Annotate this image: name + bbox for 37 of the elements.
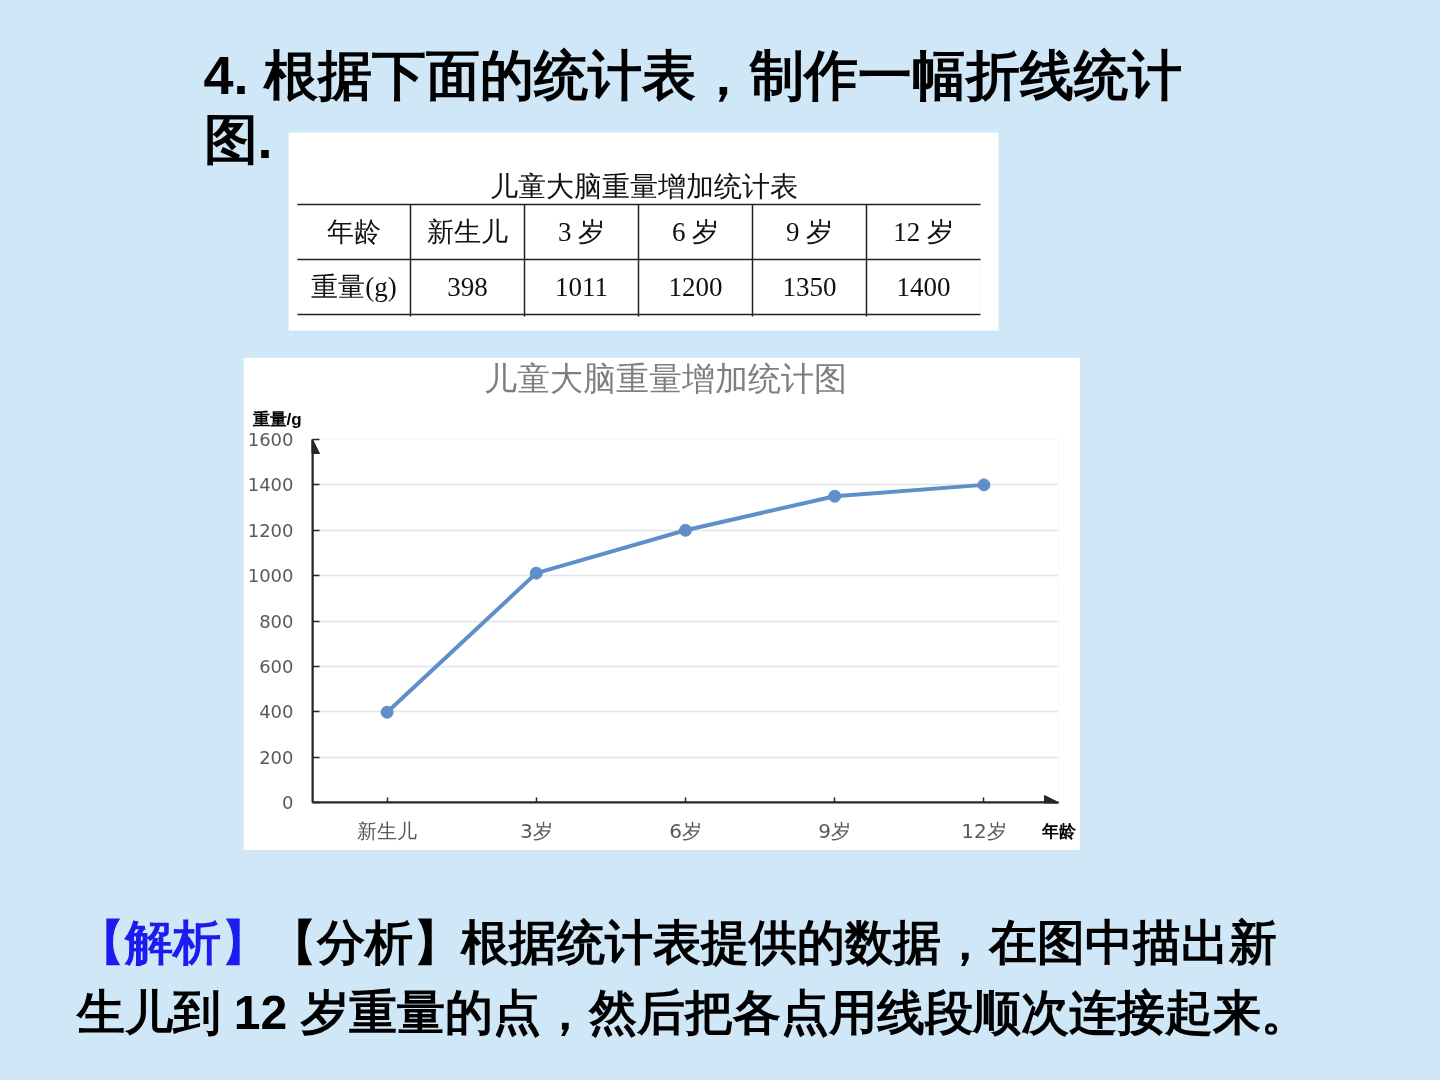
chart-title: 儿童大脑重量增加统计图	[483, 359, 847, 397]
y-tick-label: 1600	[247, 429, 294, 450]
data-label: 398	[447, 272, 488, 302]
y-tick-label: 0	[282, 792, 294, 813]
data-label: 1011	[555, 272, 608, 302]
y-tick-label: 600	[259, 655, 294, 677]
x-tick-label: 新生儿	[427, 217, 508, 247]
y-tick-label: 1000	[247, 565, 294, 587]
point	[380, 705, 394, 719]
y-tick-label: 1400	[247, 474, 294, 496]
x-tick-label: 3岁	[519, 818, 553, 843]
x-tick-label: 9 岁	[785, 217, 834, 247]
y-tick-label: 200	[259, 746, 294, 768]
chart-title: 儿童大脑重量增加统计表	[489, 171, 798, 202]
y-axis-title: 重量/g	[251, 409, 302, 429]
point	[977, 478, 991, 492]
y-tick-label: 重量(g)	[311, 272, 397, 302]
x-tick-label: 12岁	[961, 818, 1007, 843]
x-tick-label: 9岁	[818, 818, 852, 843]
y-tick-label: 400	[259, 701, 294, 723]
point	[529, 566, 543, 580]
y-tick-label: 800	[259, 610, 294, 632]
data-label: 1200	[668, 272, 723, 302]
x-axis-title: 年龄	[1040, 821, 1077, 841]
x-tick-label: 3 岁	[557, 217, 606, 247]
data-label: 1350	[782, 272, 837, 302]
data-label: 1400	[896, 272, 951, 302]
x-tick-label: 6 岁	[671, 217, 720, 247]
text: 【解析】【分析】根据统计表提供的数据，在图中描出新生儿到 12 岁重量的点，然后把各点用线段顺次连接起来。	[74, 916, 1309, 1039]
x-tick-label: 新生儿	[357, 818, 418, 843]
text: 年龄	[327, 217, 381, 247]
x-tick-label: 12 岁	[893, 217, 954, 247]
x-tick-label: 6岁	[669, 818, 702, 843]
text: 4. 根据下面的统计表，制作一幅折线统计图.	[203, 44, 1182, 169]
point	[828, 489, 842, 503]
y-tick-label: 1200	[247, 519, 294, 541]
point	[679, 523, 692, 537]
